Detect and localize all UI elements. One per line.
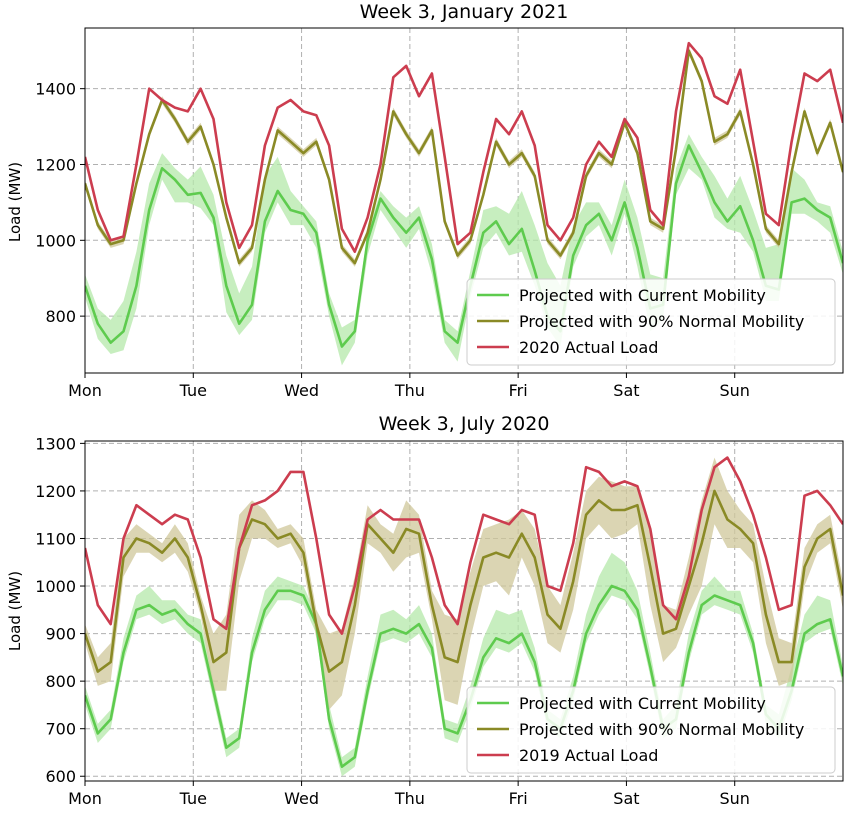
y-axis-label: Load (MW) bbox=[6, 162, 24, 242]
chart-title: Week 3, July 2020 bbox=[379, 413, 550, 435]
band-ninety bbox=[85, 47, 843, 267]
band-ninety bbox=[85, 457, 843, 710]
legend-label: Projected with Current Mobility bbox=[519, 694, 766, 713]
plot-area bbox=[85, 456, 843, 777]
legend: Projected with Current Mobility Projected… bbox=[466, 686, 836, 774]
x-tick-label: Thu bbox=[394, 789, 425, 808]
y-tick-label: 1200 bbox=[35, 482, 76, 501]
x-tick-label: Sat bbox=[613, 381, 639, 400]
x-tick-label: Wed bbox=[284, 789, 319, 808]
y-tick-label: 700 bbox=[45, 720, 76, 739]
series-line-current bbox=[85, 584, 843, 769]
axes-frame bbox=[84, 27, 844, 374]
x-tick-label: Mon bbox=[68, 789, 102, 808]
y-tick-label: 1400 bbox=[35, 80, 76, 99]
series-line-actual bbox=[85, 41, 843, 253]
y-tick-label: 1100 bbox=[35, 529, 76, 548]
x-tick-label: Fri bbox=[509, 789, 528, 808]
x-tick-label: Wed bbox=[284, 381, 319, 400]
legend-frame bbox=[466, 278, 836, 366]
legend-label: Projected with 90% Normal Mobility bbox=[519, 720, 804, 739]
legend-frame bbox=[466, 686, 836, 774]
y-tick-label: 900 bbox=[45, 625, 76, 644]
series-line-ninety bbox=[85, 489, 843, 673]
chart-panel-july: Week 3, July 2020 Load (MW) Mon Tue Wed Thu… bbox=[6, 413, 844, 808]
chart-title: Week 3, January 2021 bbox=[360, 1, 569, 23]
series-line-current bbox=[85, 144, 843, 348]
y-tick-label: 800 bbox=[45, 672, 76, 691]
x-tick-label: Sat bbox=[613, 789, 639, 808]
x-tick-label: Mon bbox=[68, 381, 102, 400]
y-tick-label: 1000 bbox=[35, 231, 76, 250]
series-line-actual bbox=[85, 456, 843, 635]
chart-panel-january: Week 3, January 2021 Load (MW) Mon Tue Wed… bbox=[6, 1, 844, 400]
legend: Projected with Current Mobility Projected… bbox=[466, 278, 836, 366]
y-tick-label: 1300 bbox=[35, 434, 76, 453]
x-tick-label: Tue bbox=[179, 381, 207, 400]
legend-label: 2019 Actual Load bbox=[519, 746, 658, 765]
series-line-ninety bbox=[85, 49, 843, 265]
y-axis-label: Load (MW) bbox=[6, 571, 24, 651]
legend-label: 2020 Actual Load bbox=[519, 338, 658, 357]
y-tick-label: 600 bbox=[45, 767, 76, 786]
x-tick-label: Tue bbox=[179, 789, 207, 808]
y-tick-label: 800 bbox=[45, 307, 76, 326]
x-tick-label: Sun bbox=[719, 381, 749, 400]
x-tick-label: Fri bbox=[509, 381, 528, 400]
y-tick-label: 1200 bbox=[35, 155, 76, 174]
axes-frame bbox=[84, 440, 844, 782]
legend-label: Projected with Current Mobility bbox=[519, 286, 766, 305]
y-tick-label: 1000 bbox=[35, 577, 76, 596]
x-tick-label: Sun bbox=[719, 789, 749, 808]
legend-label: Projected with 90% Normal Mobility bbox=[519, 312, 804, 331]
x-tick-label: Thu bbox=[394, 381, 425, 400]
